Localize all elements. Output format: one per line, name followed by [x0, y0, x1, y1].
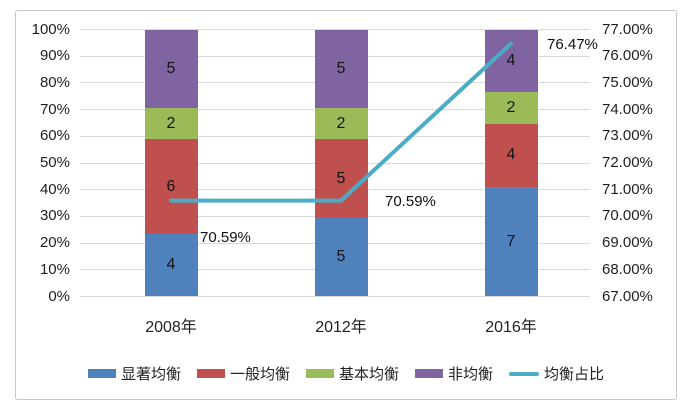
legend-item: 基本均衡: [305, 363, 399, 384]
bar-segment: 2: [484, 92, 538, 124]
legend-item: 非均衡: [415, 363, 493, 384]
bar-segment-label: 2: [166, 114, 176, 132]
y-axis-tick-right: 68.00%: [602, 260, 653, 278]
line-data-label: 76.47%: [547, 35, 598, 53]
y-axis-tick-left: 20%: [39, 234, 70, 252]
bar-segment: 6: [144, 139, 198, 234]
y-axis-tick-right: 73.00%: [602, 127, 653, 145]
bar-segment-label: 5: [166, 59, 176, 77]
x-axis-label: 2008年: [145, 319, 197, 336]
legend-swatch: [196, 369, 225, 378]
bar-segment-label: 7: [506, 232, 516, 250]
y-axis-tick-left: 60%: [39, 127, 70, 145]
legend-label: 基本均衡: [338, 366, 399, 383]
bar-segment: 7: [484, 186, 538, 297]
y-axis-tick-right: 74.00%: [602, 100, 653, 118]
bar-segment: 5: [314, 139, 368, 218]
y-axis-tick-left: 50%: [39, 154, 70, 171]
legend-item: 均衡占比: [509, 363, 604, 384]
bar-segment: 2: [314, 108, 368, 140]
y-axis-tick-right: 71.00%: [602, 180, 653, 198]
legend-swatch: [305, 369, 334, 378]
line-data-label: 70.59%: [385, 192, 436, 210]
bar-segment-label: 4: [506, 146, 516, 164]
bar-segment: 2: [144, 108, 198, 140]
y-axis-tick-left: 80%: [39, 73, 70, 91]
bar-segment-label: 6: [166, 177, 176, 195]
bar-segment-label: 5: [336, 248, 346, 266]
bar-segment-label: 5: [336, 59, 346, 77]
legend-label: 均衡占比: [544, 366, 605, 383]
y-axis-tick-left: 30%: [39, 207, 70, 225]
y-axis-tick-left: 100%: [31, 20, 70, 38]
legend-label: 显著均衡: [120, 366, 181, 383]
y-axis-tick-right: 69.00%: [602, 234, 653, 252]
y-axis-tick-left: 90%: [39, 47, 70, 65]
legend-item: 显著均衡: [87, 363, 181, 384]
bar-segment: 4: [484, 29, 538, 93]
legend-swatch: [415, 369, 443, 378]
bar-segment-label: 4: [506, 51, 516, 69]
y-axis-tick-left: 70%: [39, 100, 70, 118]
bar-segment: 5: [314, 29, 368, 109]
legend-label: 一般均衡: [229, 366, 290, 383]
y-axis-tick-right: 70.00%: [602, 207, 653, 225]
legend-swatch: [87, 369, 116, 378]
y-axis-tick-right: 72.00%: [602, 154, 653, 171]
bar-segment-label: 5: [336, 169, 346, 187]
y-axis-tick-left: 40%: [39, 180, 70, 198]
legend-item: 一般均衡: [196, 363, 290, 384]
gridline: [80, 296, 590, 297]
bar-segment: 4: [484, 123, 538, 187]
legend-label: 非均衡: [448, 366, 494, 383]
bar-segment-label: 2: [336, 114, 346, 132]
y-axis-tick-left: 0%: [48, 287, 70, 305]
legend: 显著均衡 一般均衡 基本均衡 非均衡 均衡占比: [15, 363, 677, 384]
bar-segment-label: 2: [506, 99, 516, 117]
x-axis-label: 2012年: [315, 319, 367, 336]
x-axis-label: 2016年: [485, 319, 537, 336]
legend-line-swatch: [509, 371, 540, 376]
bar-segment-label: 4: [166, 256, 176, 274]
y-axis-tick-right: 77.00%: [602, 20, 653, 38]
y-axis-tick-right: 67.00%: [602, 287, 653, 305]
bar-segment: 4: [144, 233, 198, 297]
bar-segment: 5: [144, 29, 198, 109]
y-axis-tick-right: 75.00%: [602, 73, 653, 91]
y-axis-tick-right: 76.00%: [602, 47, 653, 65]
line-data-label: 70.59%: [200, 228, 251, 246]
bar-segment: 5: [314, 217, 368, 297]
y-axis-tick-left: 10%: [39, 260, 70, 278]
